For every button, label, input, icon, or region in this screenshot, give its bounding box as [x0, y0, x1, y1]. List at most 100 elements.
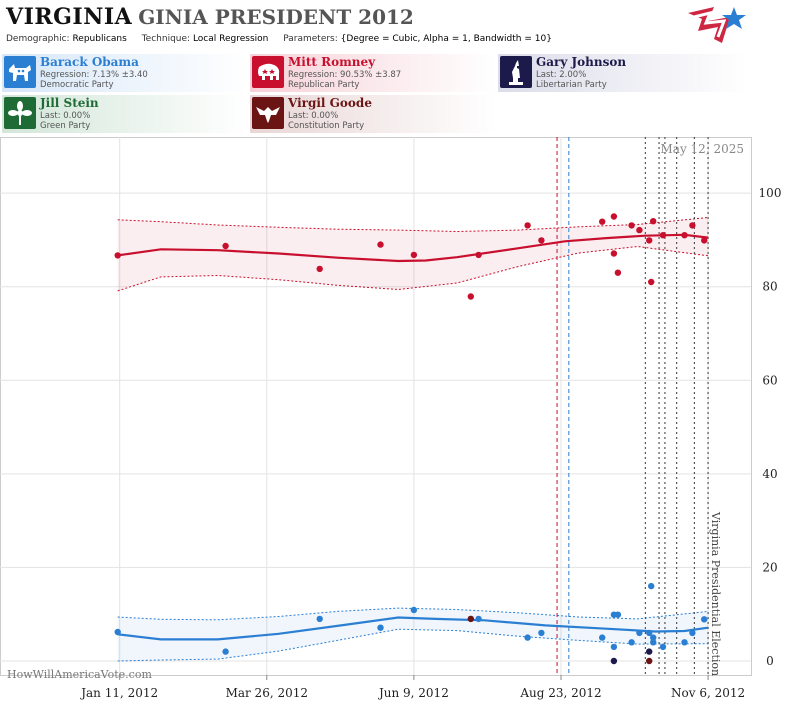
poll-chart-svg: 0 20 40 60 80 100 Jan 11, 2012 Mar 26, 2012 Jun…: [0, 137, 782, 700]
x-tick-label: Mar 26, 2012: [226, 686, 308, 700]
poll-point: [614, 611, 622, 618]
poll-point: [646, 657, 653, 665]
candidate-card-obama[interactable]: Barack Obama Regression: 7.13% ±3.40 Dem…: [2, 54, 248, 92]
candidate-regression: Regression: 90.53% ±3.87: [288, 70, 402, 80]
parameters-value[interactable]: {Degree = Cubic, Alpha = 1, Bandwidth = …: [340, 34, 552, 44]
poll-point: [689, 629, 696, 637]
poll-point: [610, 213, 618, 220]
poll-point: [681, 232, 688, 239]
poll-point: [599, 634, 606, 641]
band-upper-line: [117, 217, 709, 233]
candidate-party: Green Party: [40, 121, 91, 131]
candidate-card-goode[interactable]: Virgil Goode Last: 0.00% Constitution Pa…: [250, 95, 496, 133]
x-tick-label: Jun 9, 2012: [377, 686, 449, 700]
poll-point: [659, 643, 667, 651]
poll-point: [377, 624, 384, 631]
state-title: VIRGINIA: [6, 4, 133, 30]
poll-point: [222, 242, 229, 250]
y-tick-label: 40: [762, 467, 777, 481]
technique-label: Technique:: [141, 34, 191, 44]
poll-point: [650, 218, 657, 225]
elephant-icon: [252, 56, 284, 88]
candidate-last: Last: 0.00%: [288, 111, 339, 121]
candidate-party: Libertarian Party: [536, 80, 607, 90]
band-upper-line: [117, 607, 709, 621]
poll-point: [475, 615, 482, 623]
poll-point: [410, 606, 418, 614]
demographic-value[interactable]: Republicans: [72, 34, 127, 44]
y-tick-label: 20: [762, 560, 777, 574]
event-lines: [556, 137, 709, 675]
poll-point: [316, 265, 323, 273]
poll-point: [524, 222, 531, 229]
poll-point: [689, 222, 696, 229]
poll-point: [410, 251, 418, 259]
poll-point: [681, 639, 688, 646]
poll-point: [599, 218, 606, 225]
candidate-card-johnson[interactable]: Gary Johnson Last: 2.00% Libertarian Par…: [498, 54, 748, 92]
poll-point: [646, 629, 653, 637]
poll-point: [114, 252, 121, 259]
poll-point: [646, 648, 653, 655]
poll-point: [610, 643, 618, 651]
y-tick-label: 80: [762, 280, 777, 294]
poll-point: [467, 615, 474, 623]
poll-point: [114, 628, 121, 636]
y-tick-label: 0: [766, 654, 774, 668]
poll-point: [650, 634, 657, 641]
candidate-card-stein[interactable]: Jill Stein Last: 0.00% Green Party: [2, 95, 248, 133]
candidate-last: Last: 0.00%: [40, 111, 91, 121]
poll-point: [610, 657, 618, 665]
candidate-party: Constitution Party: [288, 121, 365, 131]
x-tick-label: Jan 11, 2012: [79, 686, 158, 700]
poll-points: [114, 213, 708, 665]
parameters-label: Parameters:: [283, 34, 338, 44]
poll-point: [538, 629, 545, 637]
poll-point: [659, 232, 667, 239]
event-label: Virginia Presidential Election: [709, 511, 722, 676]
poll-point: [538, 237, 545, 244]
statue-of-liberty-icon: [500, 56, 532, 88]
poll-point: [701, 237, 708, 244]
green-flower-icon: [4, 97, 36, 129]
poll-point: [636, 226, 643, 234]
confidence-band: [117, 608, 709, 661]
poll-point: [701, 616, 708, 623]
poll-chart: 0 20 40 60 80 100 Jan 11, 2012 Mar 26, 2012 Jun…: [0, 137, 789, 704]
x-tick-label: Nov 6, 2012: [671, 686, 745, 700]
demographic-label: Demographic:: [6, 34, 70, 44]
site-logo[interactable]: [684, 3, 748, 49]
trend-line: [117, 616, 709, 641]
poll-point: [648, 582, 655, 590]
x-tick-label: Aug 23, 2012: [519, 686, 601, 700]
eagle-icon: [252, 97, 284, 129]
poll-point: [377, 241, 384, 248]
candidate-card-romney[interactable]: Mitt Romney Regression: 90.53% ±3.87 Rep…: [250, 54, 496, 92]
donkey-icon: [4, 56, 36, 88]
poll-point: [650, 639, 657, 646]
candidate-party: Republican Party: [288, 80, 360, 90]
poll-point: [475, 251, 482, 259]
x-axis: Jan 11, 2012 Mar 26, 2012 Jun 9, 2012 Aug 2…: [79, 675, 745, 700]
candidate-name: Jill Stein: [40, 96, 99, 110]
poll-point: [648, 278, 655, 286]
poll-point: [636, 629, 643, 637]
page-title: VIRGINIA GINIA PRESIDENT 2012: [6, 4, 414, 34]
band-lower-line: [117, 628, 709, 662]
candidate-name: Virgil Goode: [288, 96, 372, 110]
candidate-last: Last: 2.00%: [536, 70, 587, 80]
technique-value[interactable]: Local Regression: [192, 34, 269, 44]
race-subtitle: GINIA PRESIDENT 2012: [138, 5, 414, 29]
y-tick-label: 100: [759, 186, 782, 200]
y-tick-label: 60: [762, 373, 777, 387]
candidate-name: Gary Johnson: [536, 55, 627, 69]
watermark: HowWillAmericaVote.com: [7, 668, 152, 681]
poll-point: [614, 269, 622, 276]
poll-point: [628, 222, 635, 229]
plot-frame: [0, 137, 752, 676]
grid-lines: [0, 137, 751, 675]
poll-point: [628, 639, 635, 646]
candidate-name: Mitt Romney: [288, 55, 376, 69]
poll-point: [222, 648, 229, 655]
poll-point: [467, 293, 474, 300]
